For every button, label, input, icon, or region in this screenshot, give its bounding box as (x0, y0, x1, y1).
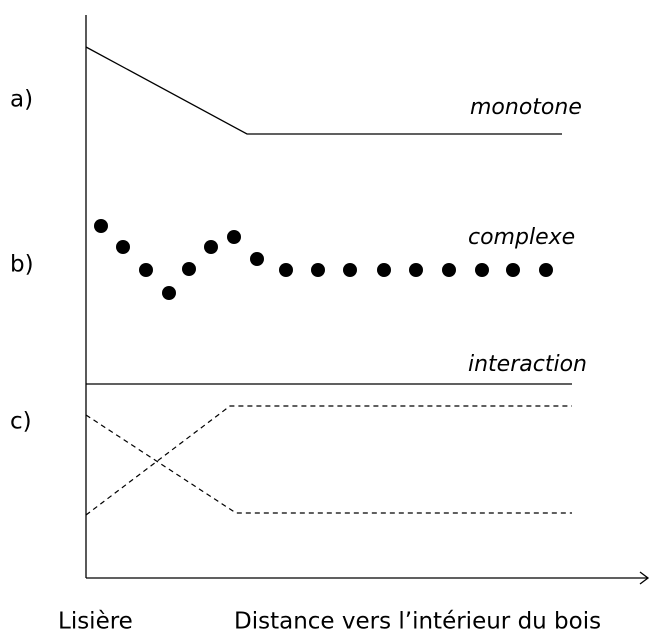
dot (539, 263, 553, 277)
dot (162, 286, 176, 300)
panel-label: c) (10, 409, 32, 435)
dot (116, 240, 130, 254)
panel-label: a) (10, 87, 33, 113)
panel-label: b) (10, 252, 34, 278)
dot (94, 219, 108, 233)
dot (227, 230, 241, 244)
monotone-curve (85, 46, 562, 135)
dot (204, 240, 218, 254)
dot (442, 263, 456, 277)
curve-label: complexe (468, 225, 575, 250)
dot (475, 263, 489, 277)
curve-label: interaction (468, 352, 587, 377)
dot (139, 263, 153, 277)
dot (250, 252, 264, 266)
dot (343, 263, 357, 277)
dot (182, 262, 196, 276)
dot (506, 263, 520, 277)
dot (279, 263, 293, 277)
interaction-dashed (85, 405, 572, 516)
axes (85, 15, 650, 585)
dashed-curve (85, 414, 572, 514)
x-start-label: Lisière (58, 609, 133, 635)
complex-dots (94, 219, 553, 300)
dashed-curve (85, 405, 572, 516)
x-axis-arrow (639, 571, 650, 585)
x-axis-label: Distance vers l’intérieur du bois (234, 609, 601, 635)
curve-label: monotone (470, 95, 582, 120)
dot (377, 263, 391, 277)
dot (311, 263, 325, 277)
dot (409, 263, 423, 277)
